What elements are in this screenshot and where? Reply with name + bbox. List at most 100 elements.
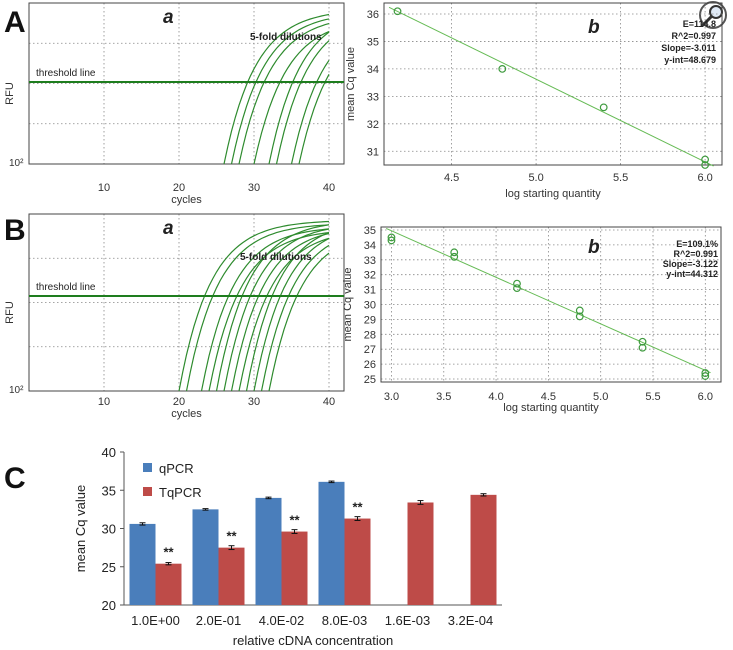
y-axis-label: RFU	[4, 82, 16, 105]
dilutions-annotation: 5-fold dilutions	[240, 252, 312, 263]
y-tick-label: 28	[364, 329, 376, 341]
x-tick-label: 1.6E-03	[385, 613, 431, 628]
regression-stat: E=109.1%	[676, 239, 718, 249]
x-tick-label: 4.5	[444, 172, 459, 184]
subpanel-label-a: a	[163, 7, 174, 28]
amplification-curve	[178, 220, 330, 392]
data-point	[638, 337, 647, 346]
data-point	[701, 155, 709, 164]
panel-a-amplification-chart: threshold line 5-fold dilutions a 10 20 30 40 1…	[4, 2, 345, 206]
y-tick-label: 27	[364, 344, 376, 356]
regression-line	[386, 228, 711, 374]
bar-tqpcr	[281, 531, 308, 605]
panel-c-bar-chart: 20 25 30 35 40 ** 1.0E+00 ** 2.0E-01 ** 4.0E-02 ** 8…	[73, 445, 502, 648]
amplification-curve	[268, 252, 330, 392]
panel-b-standard-curve-chart: 3.0 3.5 4.0 4.5 5.0 5.5 6.0 25 26 27 28 29 30 31 32 33 3…	[342, 225, 722, 414]
amplification-curve	[275, 40, 330, 165]
plot-frame	[28, 2, 345, 165]
data-point	[450, 248, 459, 257]
bar-tqpcr	[407, 502, 434, 605]
regression-stat: R^2=0.991	[673, 249, 718, 259]
amplification-curve	[230, 18, 330, 165]
y-tick-label: 40	[102, 445, 116, 460]
bar-tqpcr	[470, 494, 497, 605]
legend-swatch	[143, 463, 152, 472]
regression-stat: y-int=48.679	[664, 55, 716, 65]
amplification-curve	[260, 244, 330, 392]
data-point	[575, 306, 584, 315]
data-point	[513, 279, 521, 288]
subpanel-label-a: a	[163, 218, 174, 239]
significance-marker: **	[352, 500, 363, 515]
plot-frame	[383, 2, 723, 166]
amplification-curve	[230, 232, 330, 392]
bar-tqpcr	[155, 563, 182, 605]
threshold-label: threshold line	[36, 282, 96, 293]
data-point	[393, 7, 402, 16]
y-tick-label: 30	[102, 522, 116, 537]
legend-label: qPCR	[159, 461, 194, 476]
x-tick-label: 1.0E+00	[131, 613, 180, 628]
y-tick-label: 10²	[9, 158, 24, 169]
x-axis-label: relative cDNA concentration	[233, 633, 393, 645]
y-tick-label: 25	[102, 560, 116, 575]
x-tick-label: 5.5	[613, 172, 628, 184]
data-point	[513, 284, 521, 293]
y-axis-label: RFU	[4, 301, 16, 324]
x-tick-label: 20	[173, 182, 185, 194]
legend-label: TqPCR	[159, 485, 202, 500]
y-tick-label: 25	[364, 374, 376, 386]
x-axis-label: cycles	[171, 408, 202, 420]
legend-swatch	[143, 487, 152, 496]
x-tick-label: 5.0	[528, 172, 543, 184]
x-tick-label: 3.0	[384, 391, 399, 403]
x-tick-label: 4.0E-02	[259, 613, 305, 628]
amplification-curve	[223, 228, 330, 392]
amplification-curve	[215, 224, 330, 392]
x-tick-label: 6.0	[697, 172, 712, 184]
bar-tqpcr	[218, 547, 245, 605]
threshold-label: threshold line	[36, 68, 96, 79]
x-axis-label: log starting quantity	[503, 402, 599, 414]
bar-qpcr	[318, 481, 345, 605]
y-tick-label: 33	[367, 91, 379, 103]
x-tick-label: 2.0E-01	[196, 613, 242, 628]
data-point	[599, 103, 608, 112]
amplification-curve	[245, 231, 330, 392]
data-point	[701, 369, 710, 377]
amplification-curve	[238, 23, 330, 165]
y-tick-label: 30	[364, 300, 376, 312]
y-tick-label: 10²	[9, 385, 24, 396]
amplification-curve	[253, 30, 330, 165]
data-point	[387, 236, 396, 245]
y-tick-label: 32	[364, 270, 376, 282]
x-tick-label: 5.0	[593, 391, 608, 403]
dilutions-annotation: 5-fold dilutions	[250, 32, 322, 43]
subpanel-label-b: b	[588, 237, 600, 258]
x-tick-label: 10	[98, 396, 110, 408]
y-tick-label: 31	[367, 146, 379, 158]
x-tick-label: 8.0E-03	[322, 613, 368, 628]
x-tick-label: 4.5	[541, 391, 556, 403]
bar-qpcr	[255, 497, 282, 605]
x-axis-label: log starting quantity	[505, 188, 601, 200]
bar-tqpcr	[344, 518, 371, 605]
amplification-curve	[185, 224, 330, 392]
panel-b-amplification-chart: threshold line 5-fold dilutions a 10 20 30 40 1…	[4, 213, 345, 420]
amplification-curve	[223, 13, 330, 165]
data-point	[638, 343, 647, 352]
significance-marker: **	[289, 513, 300, 528]
y-tick-label: 35	[367, 36, 379, 48]
regression-stat: y-int=44.312	[666, 269, 718, 279]
data-point	[450, 252, 459, 261]
regression-stat: Slope=-3.122	[663, 259, 718, 269]
x-tick-label: 4.0	[488, 391, 503, 403]
y-axis-label: mean Cq value	[342, 268, 354, 342]
y-tick-label: 29	[364, 314, 376, 326]
data-point	[701, 372, 710, 380]
panel-label-b: B	[4, 214, 26, 247]
y-tick-label: 34	[367, 64, 379, 76]
y-tick-label: 35	[102, 483, 116, 498]
x-tick-label: 10	[98, 182, 110, 194]
